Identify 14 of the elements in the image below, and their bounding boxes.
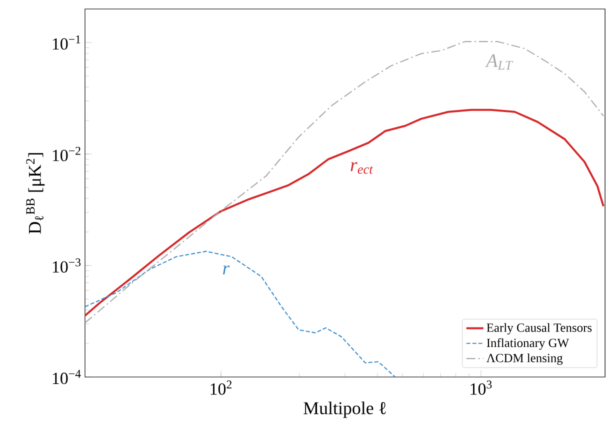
x-axis-title: Multipole ℓ: [304, 402, 386, 418]
annotation: A$_{LT}$: [485, 54, 514, 70]
annotation: r: [223, 265, 230, 274]
legend-label: Inflationary GW: [486, 338, 570, 350]
y-tick-label: 10$^{−3}$: [52, 258, 81, 273]
y-axis-title: D$_{ℓ}$$^{BB}$ [μK$^{2}$]: [26, 153, 45, 234]
x-tick-label: 10$^{2}$: [210, 380, 232, 395]
y-tick-label: 10$^{−2}$: [52, 146, 80, 162]
annotation: r$_{ect}$: [350, 162, 374, 174]
legend-label: ΛCDM lensing: [486, 353, 563, 365]
x-tick-label: 10$^{3}$: [470, 380, 492, 395]
y-tick-label: 10$^{−1}$: [52, 35, 80, 50]
legend-label: Early Causal Tensors: [486, 323, 592, 334]
y-tick-label: 10$^{−4}$: [52, 370, 81, 384]
